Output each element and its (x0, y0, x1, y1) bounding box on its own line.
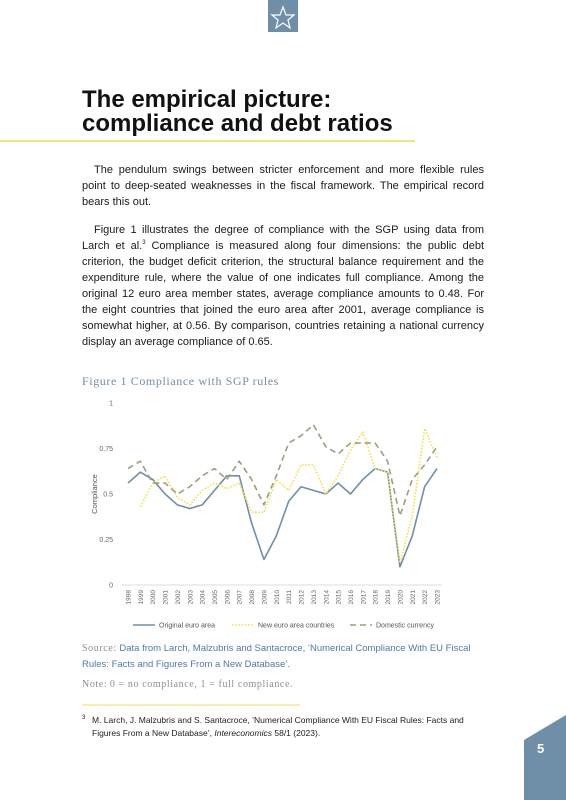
title-line: compliance and debt ratios (82, 110, 393, 137)
x-tick-label: 2010 (274, 590, 281, 605)
series-line (127, 424, 438, 517)
page-number: 5 (537, 741, 545, 756)
series-line (127, 467, 438, 568)
text: Compliance is measured along four dimens… (82, 240, 485, 348)
paragraph: Figure 1 illustrates the degree of compl… (82, 222, 484, 350)
y-tick-label: 0 (109, 583, 113, 590)
x-tick-label: 2012 (299, 590, 306, 605)
x-tick-label: 2018 (373, 590, 380, 605)
legend-label: Domestic currency (376, 623, 434, 630)
text: Figure 1 illustrates the degree of compl… (82, 224, 484, 252)
source: Source: Data from Larch, Malzubris and S… (82, 641, 484, 673)
x-tick-label: 2019 (385, 590, 392, 605)
source-text: Data from Larch, Malzubris and Santacroc… (82, 643, 471, 670)
journal: Intereconomics (214, 728, 272, 738)
y-tick-label: 0.5 (103, 492, 113, 499)
x-tick-label: 2008 (249, 590, 256, 605)
x-tick-label: 1999 (138, 590, 145, 605)
series-line (139, 427, 438, 564)
note-label: Note: (82, 679, 108, 690)
x-tick-label: 2005 (212, 590, 219, 605)
x-tick-label: 2021 (410, 590, 417, 605)
logo-star (270, 5, 296, 30)
x-tick-label: 2011 (286, 590, 293, 604)
text: 58/1 (2023). (272, 728, 321, 738)
x-tick-label: 2022 (422, 590, 429, 605)
title: The empirical picture: compliance and de… (82, 88, 502, 136)
x-tick-label: 2013 (311, 590, 318, 605)
y-tick-label: 1 (109, 401, 113, 408)
x-tick-label: 2000 (150, 590, 157, 605)
note-text: 0 = no compliance, 1 = full compliance. (109, 679, 294, 690)
title-line: The empirical picture: (82, 86, 332, 113)
x-tick-label: 2006 (224, 590, 231, 605)
x-tick-label: 2017 (360, 590, 367, 605)
legend-label: Original euro area (159, 623, 215, 630)
x-tick-label: 2015 (336, 590, 343, 605)
footnote: 3 M. Larch, J. Malzubris and S. Santacroc… (82, 714, 484, 740)
x-tick-label: 2007 (237, 590, 244, 605)
page-corner (524, 715, 566, 800)
x-tick-label: 2023 (435, 590, 442, 605)
footnote-ref: 3 (142, 240, 146, 246)
y-tick-label: 0.25 (99, 537, 113, 544)
legend-label: New euro area countries (258, 623, 335, 630)
paragraph: The pendulum swings between stricter enf… (82, 164, 484, 208)
x-tick-label: 2002 (175, 590, 182, 605)
y-axis-label: Compliance (90, 474, 99, 514)
x-tick-label: 2016 (348, 590, 355, 605)
x-tick-label: 1998 (126, 590, 133, 605)
x-tick-label: 2004 (200, 590, 207, 605)
figure-caption: Figure 1 Compliance with SGP rules (82, 374, 279, 388)
x-tick-label: 2003 (187, 590, 194, 605)
y-tick-label: 0.75 (99, 446, 113, 453)
chart: Compliance 0 0.25 0.5 0.75 1 1998 1999 2000 2001… (90, 401, 442, 630)
x-tick-label: 2001 (163, 590, 170, 605)
text: M. Larch, J. Malzubris and S. Santacroce… (92, 715, 464, 738)
x-tick-label: 2020 (397, 590, 404, 605)
x-tick-label: 2014 (323, 590, 330, 605)
source-label: Source: (82, 643, 117, 654)
x-tick-label: 2009 (261, 590, 268, 605)
note: Note: 0 = no compliance, 1 = full compli… (82, 677, 484, 693)
footnote-marker: 3 (82, 715, 86, 721)
